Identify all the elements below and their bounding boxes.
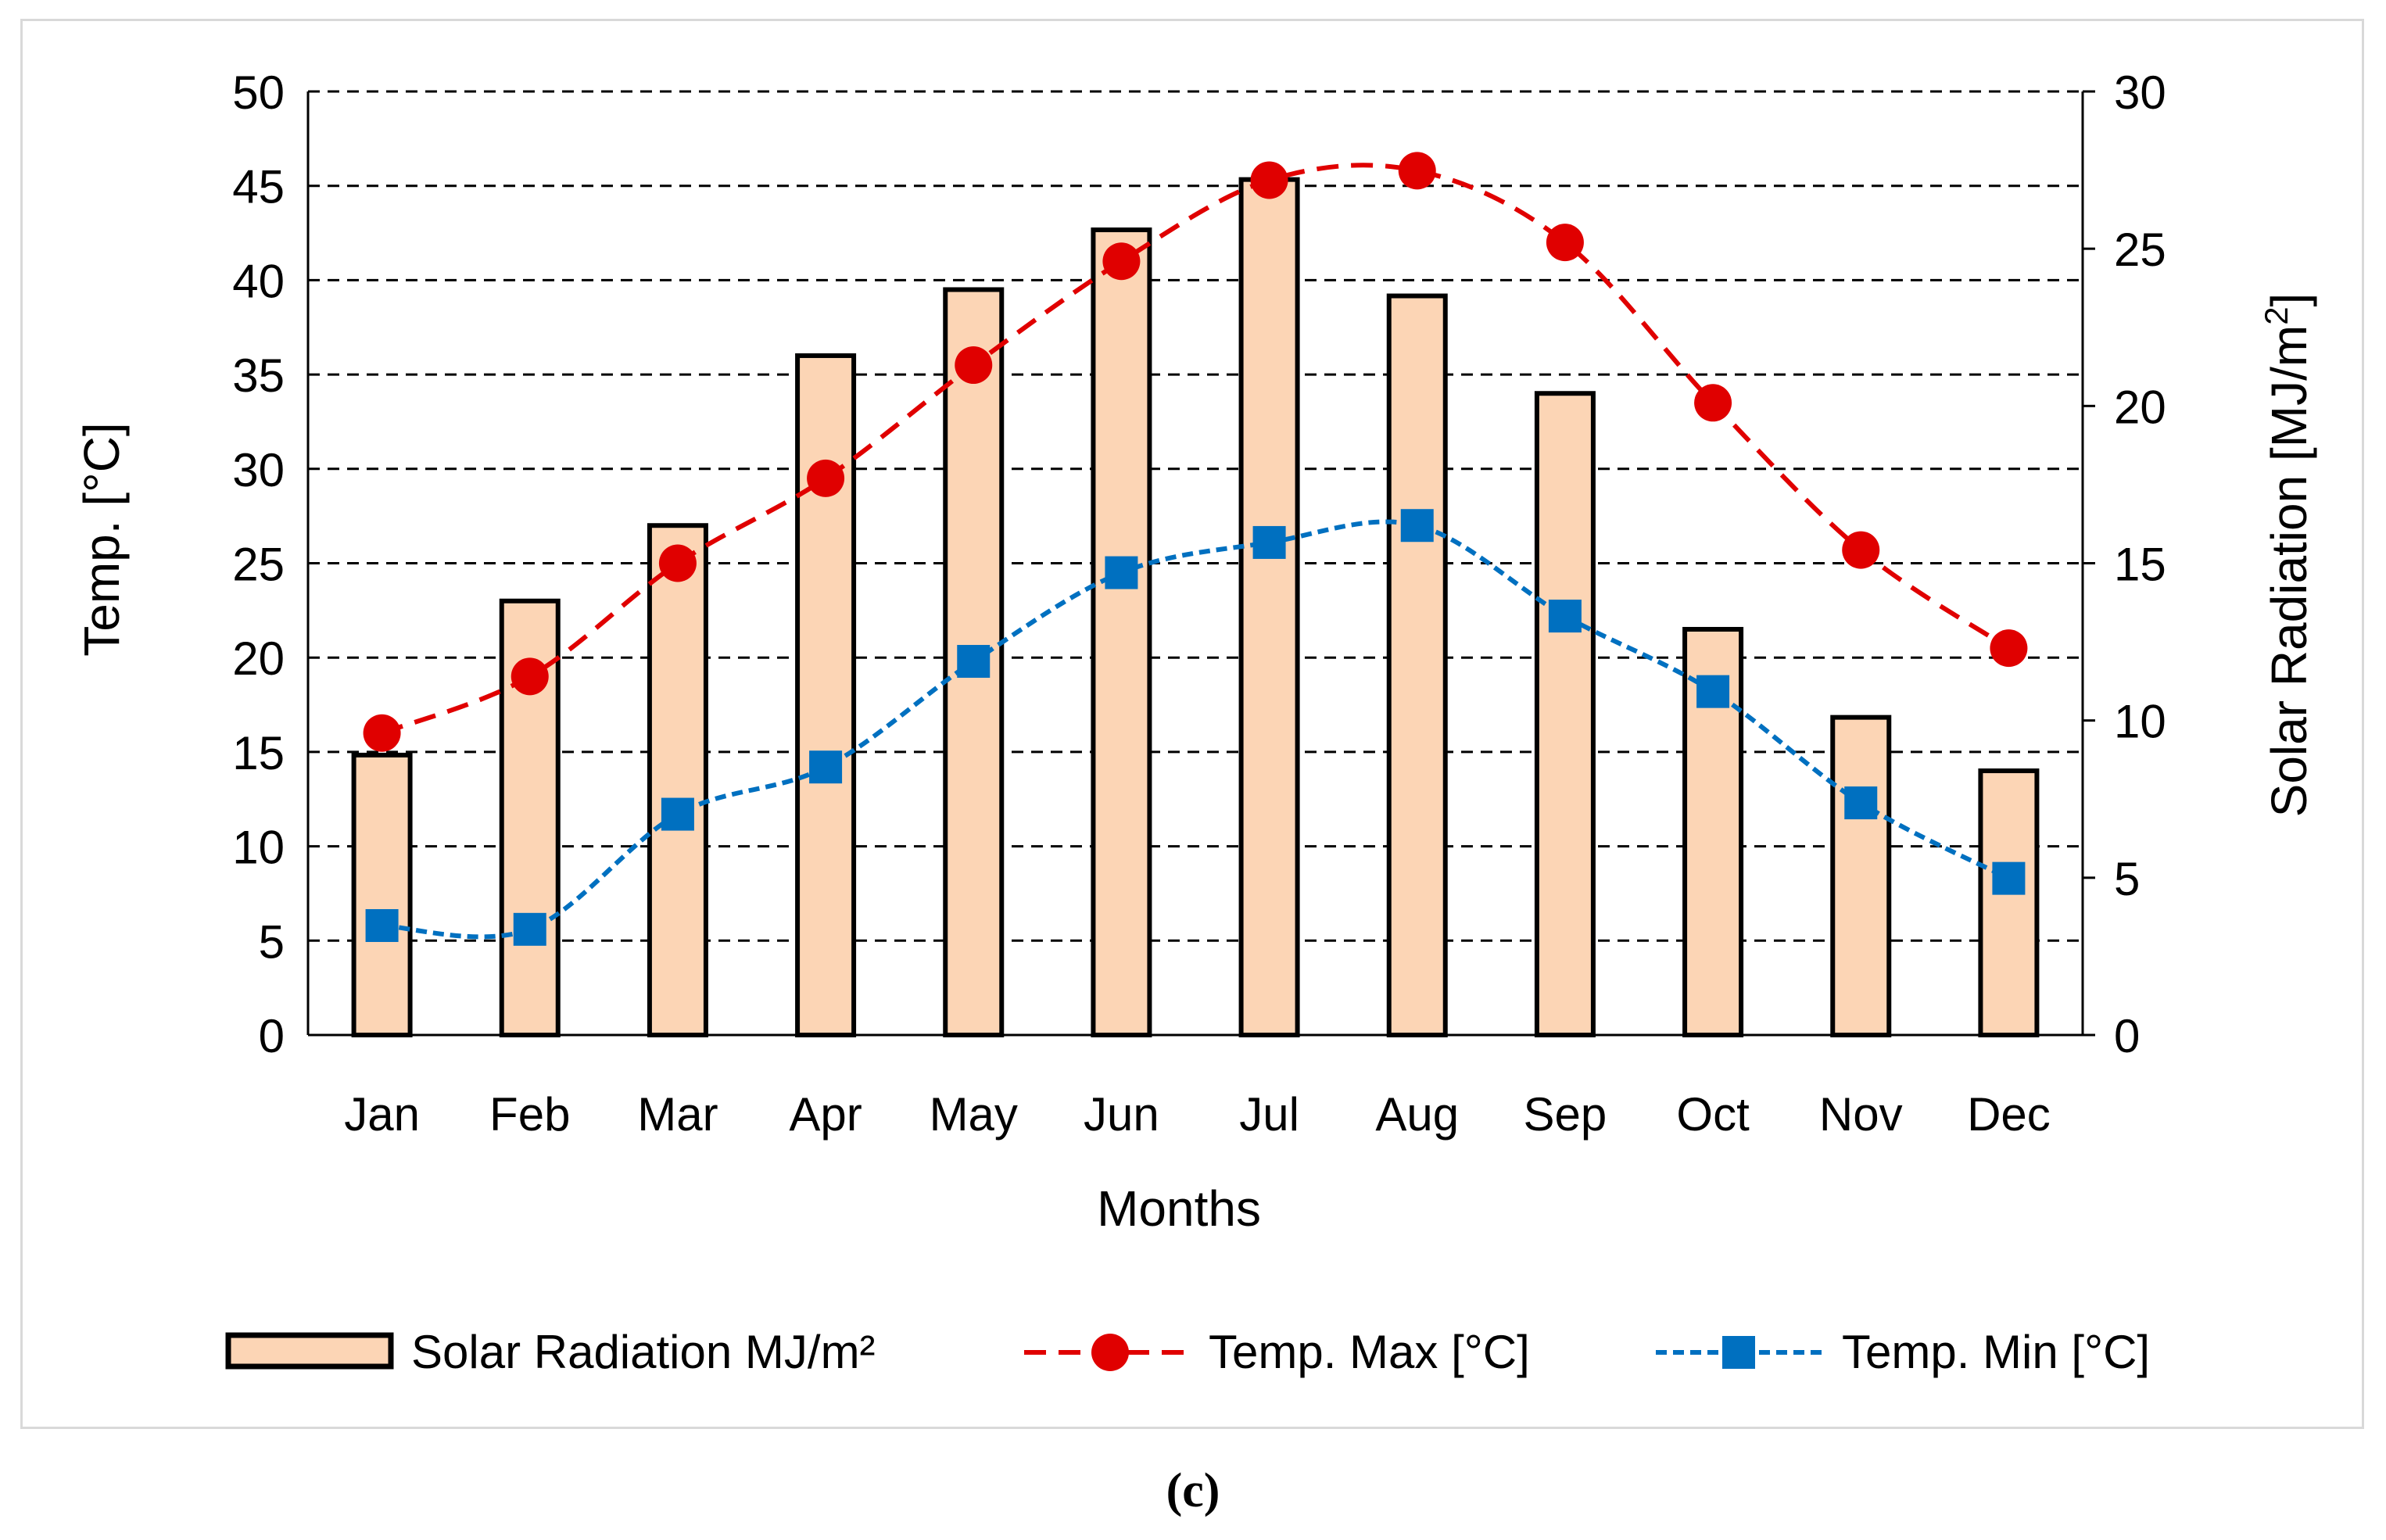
- temp-min-point-nov: [1844, 786, 1878, 820]
- line-series: [363, 152, 2028, 946]
- temp-max-point-oct: [1694, 384, 1732, 422]
- temp-min-point-dec: [1992, 861, 2026, 895]
- y2-tick-label: 30: [2114, 66, 2166, 119]
- x-tick-label: Jan: [344, 1088, 420, 1141]
- y2-tick-label: 15: [2114, 539, 2166, 591]
- y2-tick-label: 10: [2114, 696, 2166, 748]
- temp-max-point-dec: [1990, 629, 2028, 668]
- legend-label-temp-min: Temp. Min [°C]: [1842, 1326, 2150, 1378]
- temp-min-line: [382, 519, 2010, 940]
- x-tick-label: Dec: [1967, 1088, 2051, 1141]
- x-tick-label: Nov: [1819, 1088, 1903, 1141]
- x-tick-label: Oct: [1676, 1088, 1750, 1141]
- y2-tick-label: 0: [2114, 1010, 2140, 1062]
- bar-jun: [1091, 227, 1152, 1038]
- y2-tick-label: 20: [2114, 381, 2166, 433]
- x-tick-label: Aug: [1375, 1088, 1459, 1141]
- axis-labels: Months Temp. [°C] Solar Radiation [MJ/m2…: [73, 293, 2317, 1237]
- y2-axis-title: Solar Radiation [MJ/m2]: [2258, 293, 2317, 818]
- bar-apr: [795, 353, 857, 1037]
- bar-sep: [1534, 391, 1596, 1037]
- legend-swatch-solar: [225, 1332, 394, 1370]
- legend: Solar Radiation MJ/m² Temp. Max [°C] Temp.…: [225, 1326, 2150, 1378]
- y-tick-label: 30: [232, 444, 285, 496]
- bar-jan: [351, 752, 413, 1037]
- y-tick-label: 50: [232, 66, 285, 119]
- temp-max-line: [381, 163, 2011, 736]
- legend-marker-temp-min: [1722, 1336, 1755, 1369]
- y2-tick-label: 25: [2114, 224, 2166, 276]
- temp-max-point-jun: [1102, 242, 1141, 281]
- bar-nov: [1830, 714, 1892, 1037]
- temp-min-point-oct: [1696, 675, 1730, 708]
- x-tick-label: Mar: [637, 1088, 718, 1141]
- legend-marker-temp-max: [1091, 1334, 1129, 1371]
- temp-max-point-aug: [1398, 152, 1436, 190]
- temp-min-point-sep: [1548, 600, 1582, 633]
- temp-min-point-apr: [809, 750, 843, 784]
- temp-min-point-mar: [661, 797, 694, 831]
- temp-max-point-jan: [363, 714, 401, 752]
- bar-series: [351, 177, 2040, 1038]
- y2-axis-title-end: ]: [2261, 293, 2317, 307]
- temp-max-point-feb: [511, 657, 549, 696]
- temp-min-point-feb: [513, 912, 546, 946]
- y-tick-label: 10: [232, 822, 285, 874]
- gridlines: [308, 90, 2083, 942]
- x-tick-label: Jul: [1239, 1088, 1299, 1141]
- y-tick-label: 45: [232, 161, 285, 213]
- temp-min-point-aug: [1400, 509, 1434, 543]
- bar-mar: [647, 523, 708, 1037]
- temp-max-point-jul: [1250, 161, 1288, 199]
- temp-max-point-mar: [658, 544, 697, 582]
- y2-axis-title-sup: 2: [2258, 306, 2295, 324]
- y2-axis-title-main: Solar Radiation [MJ/m: [2261, 325, 2317, 818]
- axes: 0 5 10 15 20 25 30 35 40 45 50 0 5 10 15 20 25 30 Jan Feb Ma…: [232, 66, 2166, 1141]
- bar-dec: [1978, 768, 2040, 1037]
- x-tick-label: Feb: [489, 1088, 570, 1141]
- temp-max-point-sep: [1546, 224, 1584, 262]
- x-tick-label: Apr: [789, 1088, 862, 1141]
- temp-max-point-nov: [1842, 531, 1880, 569]
- temp-min-point-jan: [365, 908, 399, 942]
- y-tick-label: 5: [259, 915, 285, 968]
- bar-jul: [1238, 177, 1300, 1038]
- chart-frame: [20, 19, 2364, 1429]
- y-tick-label: 25: [232, 539, 285, 591]
- temp-min-point-jun: [1105, 556, 1138, 589]
- legend-label-temp-max: Temp. Max [°C]: [1209, 1326, 1530, 1378]
- temp-max-point-may: [955, 346, 993, 385]
- bar-aug: [1386, 293, 1448, 1037]
- y-tick-label: 15: [232, 727, 285, 779]
- x-tick-label: Sep: [1524, 1088, 1607, 1141]
- y-tick-label: 20: [232, 632, 285, 685]
- x-axis-title: Months: [1097, 1180, 1261, 1237]
- y-tick-label: 40: [232, 255, 285, 307]
- y-axis-title: Temp. [°C]: [73, 422, 130, 656]
- y-tick-label: 0: [259, 1010, 285, 1062]
- x-tick-label: May: [930, 1088, 1018, 1141]
- figure-caption: (c): [1166, 1464, 1220, 1517]
- legend-label-solar: Solar Radiation MJ/m²: [411, 1326, 876, 1378]
- x-tick-label: Jun: [1084, 1088, 1159, 1141]
- temp-min-point-may: [957, 645, 991, 679]
- temp-max-point-apr: [807, 459, 845, 497]
- y-tick-label: 35: [232, 349, 285, 402]
- temp-min-point-jul: [1252, 525, 1286, 559]
- y2-tick-label: 5: [2114, 853, 2140, 905]
